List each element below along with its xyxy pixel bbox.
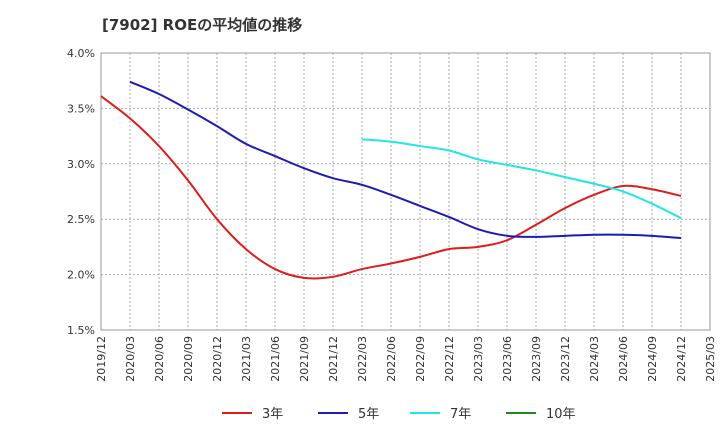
x-tick-label: 2021/03 bbox=[240, 336, 253, 382]
legend-label-3: 10年 bbox=[546, 407, 576, 422]
x-tick-label: 2023/03 bbox=[472, 336, 485, 382]
x-tick-label: 2023/09 bbox=[530, 336, 543, 382]
y-tick-label: 3.5% bbox=[67, 102, 95, 115]
x-tick-label: 2020/12 bbox=[211, 336, 224, 382]
chart-title: [7902] ROEの平均値の推移 bbox=[102, 16, 302, 34]
x-tick-label: 2022/06 bbox=[385, 336, 398, 382]
y-tick-label: 2.5% bbox=[67, 213, 95, 226]
x-tick-label: 2020/06 bbox=[153, 336, 166, 382]
x-axis: 2019/12 2020/03 2020/06 2020/09 2020/12 2021/… bbox=[95, 336, 717, 382]
x-tick-label: 2025/03 bbox=[704, 336, 717, 382]
x-tick-label: 2021/12 bbox=[327, 336, 340, 382]
x-tick-label: 2021/06 bbox=[269, 336, 282, 382]
y-tick-label: 4.0% bbox=[67, 47, 95, 60]
y-tick-label: 2.0% bbox=[67, 269, 95, 282]
x-tick-label: 2021/09 bbox=[298, 336, 311, 382]
y-tick-label: 1.5% bbox=[67, 324, 95, 337]
x-tick-label: 2024/12 bbox=[675, 336, 688, 382]
x-tick-label: 2020/03 bbox=[124, 336, 137, 382]
x-tick-label: 2024/03 bbox=[588, 336, 601, 382]
series-lines bbox=[100, 80, 682, 280]
legend: 3年 5年 7年 10年 bbox=[222, 407, 576, 422]
x-tick-label: 2022/09 bbox=[414, 336, 427, 382]
plot-area-border bbox=[100, 52, 711, 331]
x-tick-label: 2022/12 bbox=[443, 336, 456, 382]
series-line-0 bbox=[100, 95, 682, 280]
x-tick-label: 2022/03 bbox=[356, 336, 369, 382]
grid bbox=[101, 53, 710, 330]
x-tick-label: 2020/09 bbox=[182, 336, 195, 382]
legend-label-1: 5年 bbox=[358, 407, 379, 422]
legend-label-2: 7年 bbox=[450, 407, 471, 422]
x-tick-label: 2023/06 bbox=[501, 336, 514, 382]
series-line-2 bbox=[361, 138, 682, 219]
x-tick-label: 2024/06 bbox=[617, 336, 630, 382]
y-tick-label: 3.0% bbox=[67, 158, 95, 171]
y-axis: 1.5% 2.0% 2.5% 3.0% 3.5% 4.0% bbox=[67, 47, 95, 337]
series-line-1 bbox=[129, 80, 682, 240]
x-tick-label: 2024/09 bbox=[646, 336, 659, 382]
legend-label-0: 3年 bbox=[262, 407, 283, 422]
x-tick-label: 2023/12 bbox=[559, 336, 572, 382]
x-tick-label: 2019/12 bbox=[95, 336, 108, 382]
